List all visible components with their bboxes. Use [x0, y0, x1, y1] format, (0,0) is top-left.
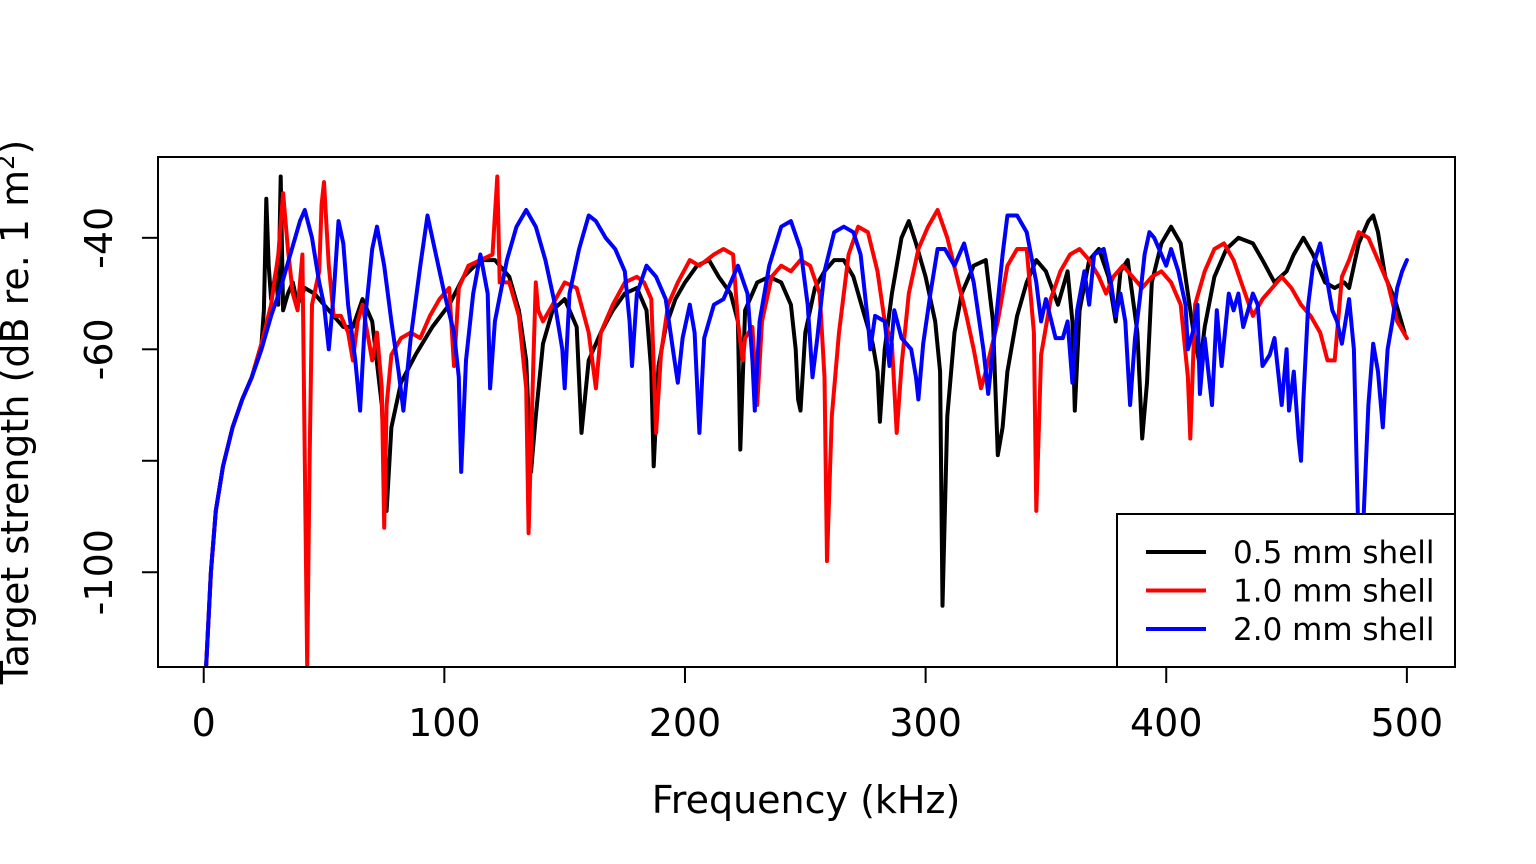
- x-axis: 0 100 200 300 400 500: [192, 666, 1444, 745]
- legend-label-2: 1.0 mm shell: [1233, 574, 1435, 610]
- x-tick-label: 200: [649, 701, 722, 745]
- y-axis-label-main: Target strength (dB re. 1 m: [0, 170, 37, 685]
- series-layer: [204, 174, 1409, 667]
- y-tick-label: -100: [77, 529, 121, 615]
- y-axis: -100 -60 -40: [77, 207, 159, 615]
- y-axis-label-close: ): [0, 140, 37, 155]
- y-axis-label-superscript: 2: [0, 155, 20, 170]
- x-tick-label: 0: [192, 701, 216, 745]
- x-tick-label: 300: [889, 701, 962, 745]
- plot-frame: [157, 156, 1456, 668]
- x-tick-label: 100: [408, 701, 481, 745]
- x-tick-label: 500: [1371, 701, 1444, 745]
- y-tick-label: -40: [77, 207, 121, 269]
- x-axis-label: Frequency (kHz): [652, 778, 961, 822]
- y-axis-label: Target strength (dB re. 1 m2): [0, 140, 37, 686]
- y-tick-label: -60: [77, 318, 121, 380]
- x-tick-label: 400: [1130, 701, 1203, 745]
- legend-label-1: 0.5 mm shell: [1233, 535, 1435, 571]
- legend-label-3: 2.0 mm shell: [1233, 612, 1435, 648]
- series-line-2: [204, 174, 1409, 667]
- series-line-3: [204, 208, 1409, 667]
